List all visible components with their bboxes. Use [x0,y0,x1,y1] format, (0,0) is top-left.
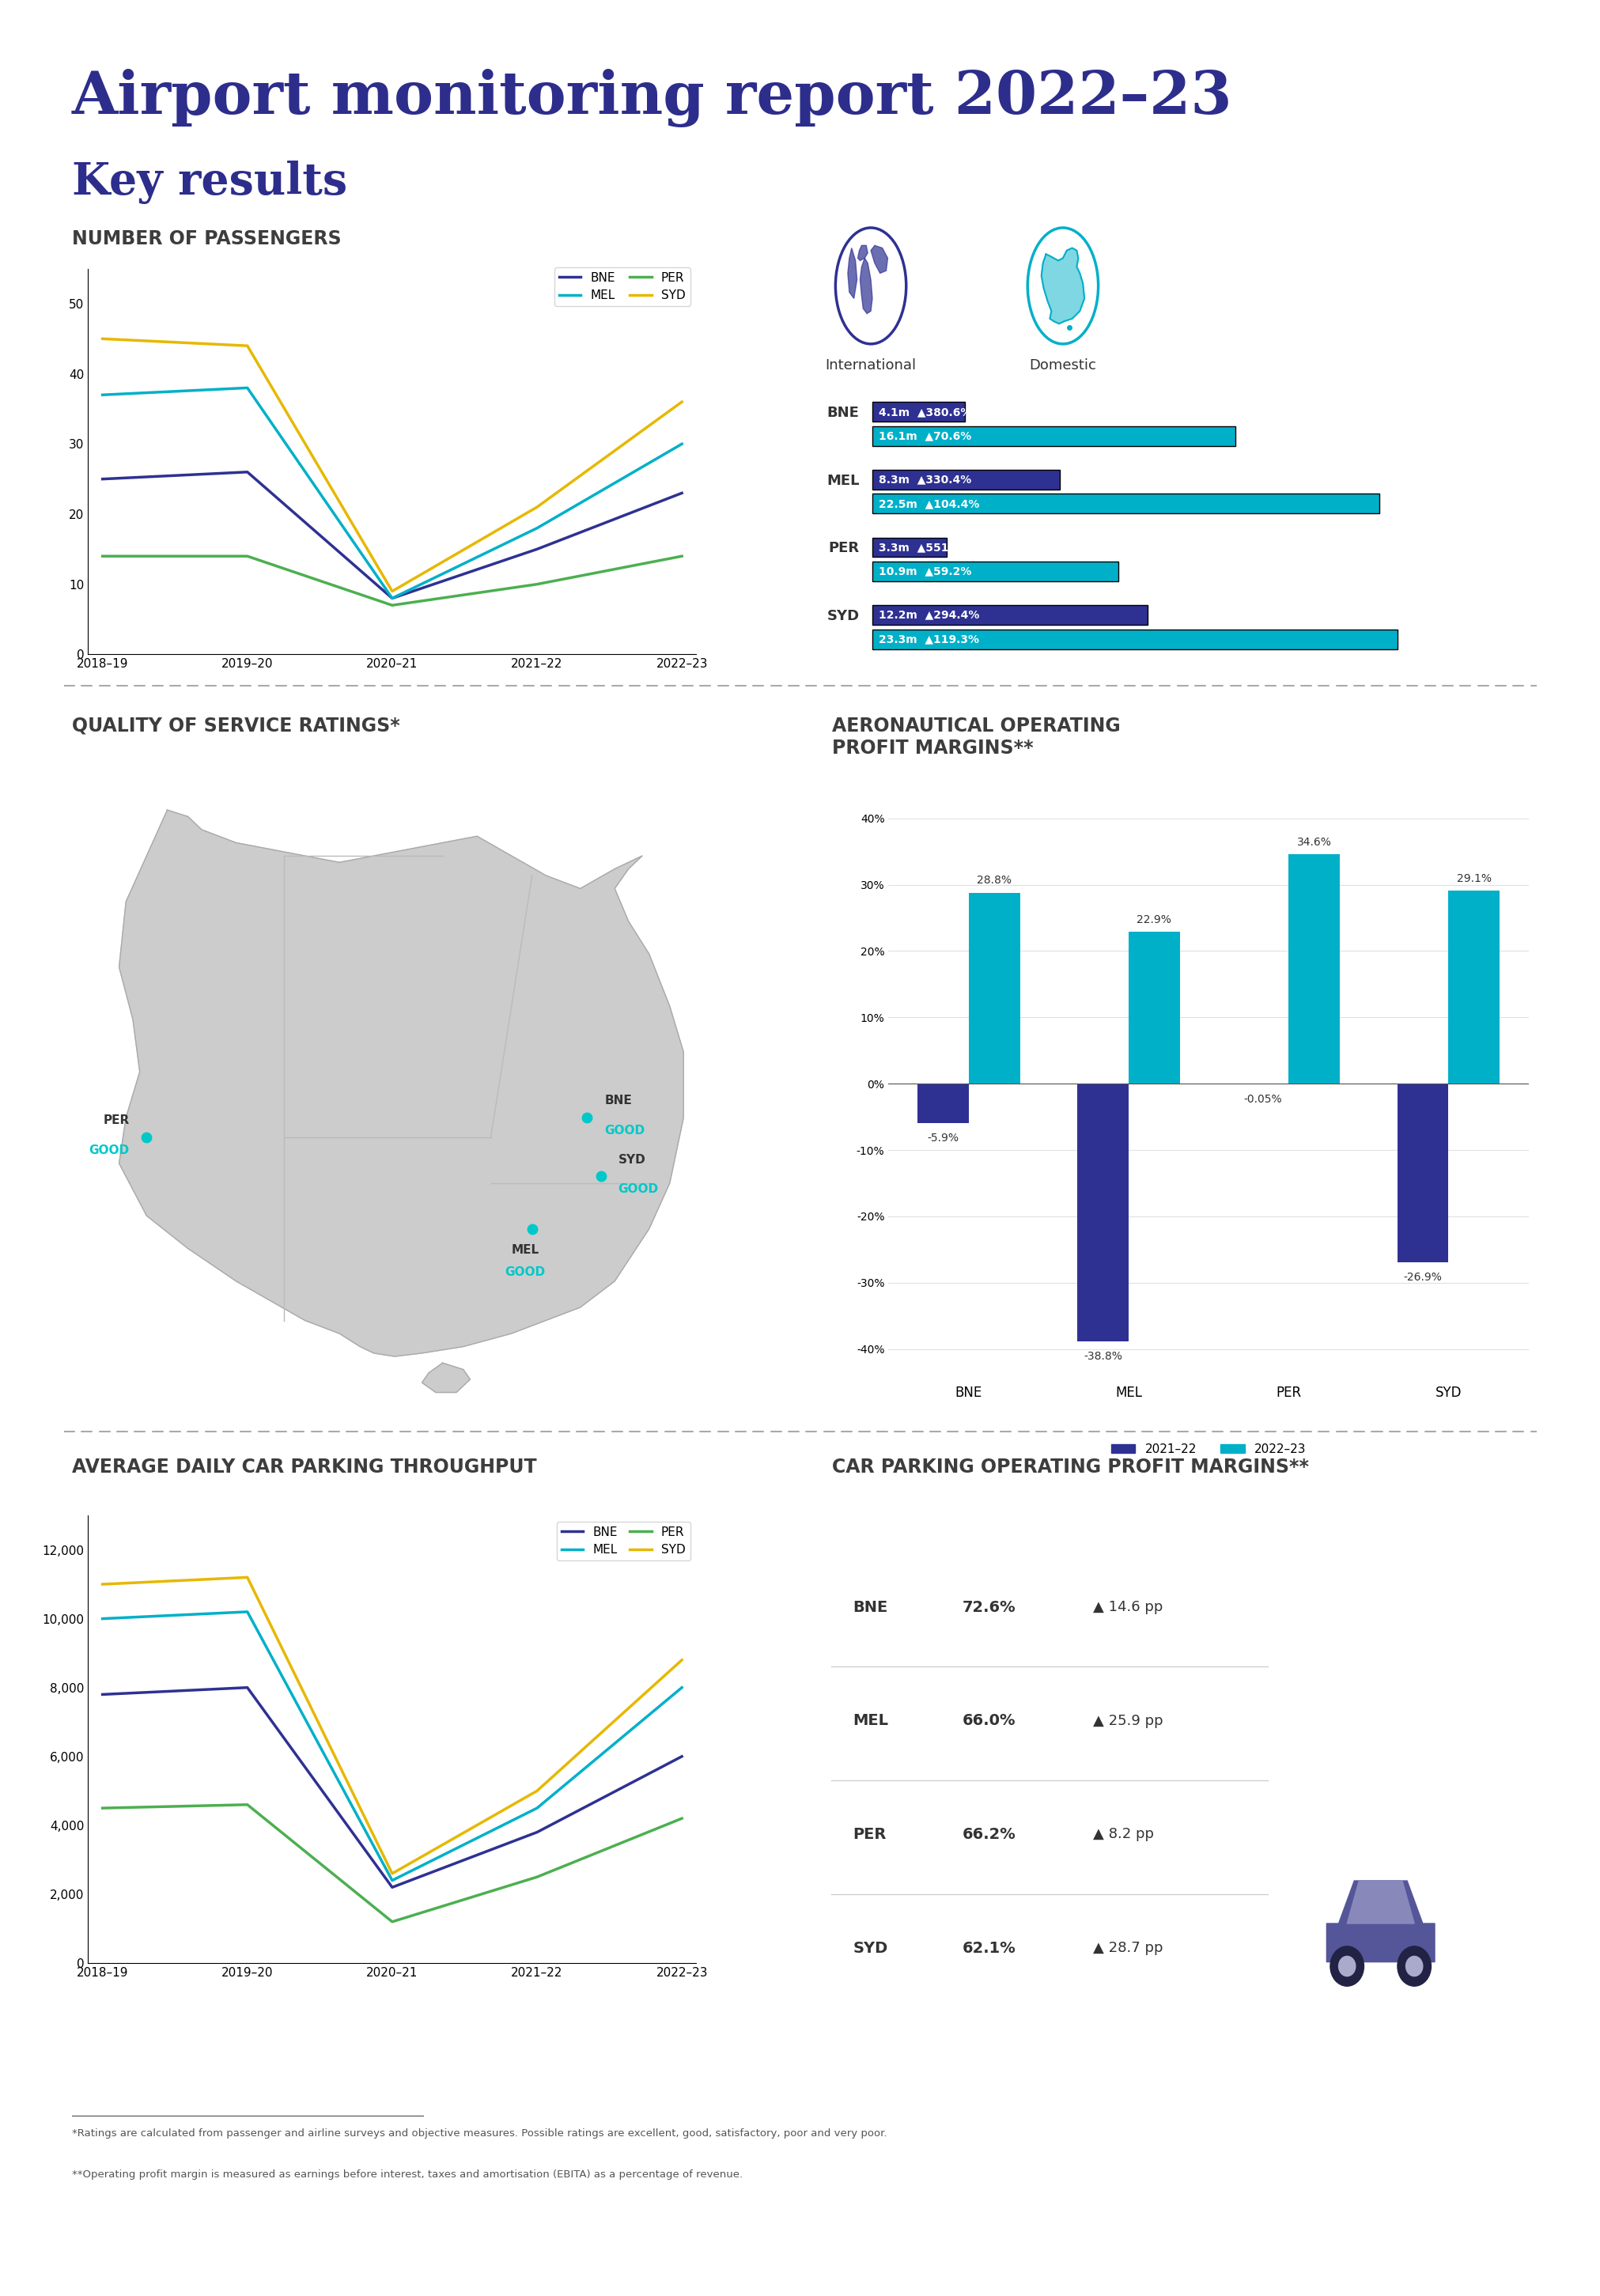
Text: 16.1m  ▲70.6%: 16.1m ▲70.6% [878,432,971,441]
Text: 29.1%: 29.1% [1456,872,1491,884]
Polygon shape [118,810,683,1357]
Text: Domestic: Domestic [1029,358,1096,372]
FancyBboxPatch shape [872,563,1117,581]
Text: 22.9%: 22.9% [1136,914,1171,925]
Text: BNE: BNE [853,1600,888,1614]
Text: BNE: BNE [605,1095,632,1107]
FancyBboxPatch shape [872,606,1147,625]
Text: MEL: MEL [826,473,859,487]
Circle shape [1397,1947,1430,1986]
Text: -5.9%: -5.9% [926,1132,958,1143]
Text: NUMBER OF PASSENGERS: NUMBER OF PASSENGERS [72,230,341,248]
Text: MEL: MEL [510,1244,539,1256]
Text: 4.1m  ▲380.6%: 4.1m ▲380.6% [878,406,971,418]
Bar [1077,1084,1128,1341]
Text: SYD: SYD [826,608,859,622]
FancyBboxPatch shape [872,402,965,422]
Text: AERONAUTICAL OPERATING
PROFIT MARGINS**: AERONAUTICAL OPERATING PROFIT MARGINS** [832,716,1120,758]
Text: Airport monitoring report 2022–23: Airport monitoring report 2022–23 [72,69,1232,126]
Text: MEL: MEL [853,1713,888,1729]
Text: GOOD: GOOD [90,1143,130,1155]
Bar [968,893,1019,1084]
Circle shape [1338,1956,1355,1977]
Bar [1448,891,1499,1084]
Text: ▲ 25.9 pp: ▲ 25.9 pp [1093,1713,1163,1729]
Text: CAR PARKING OPERATING PROFIT MARGINS**: CAR PARKING OPERATING PROFIT MARGINS** [832,1458,1309,1476]
Text: ▲ 14.6 pp: ▲ 14.6 pp [1093,1600,1163,1614]
Text: **Operating profit margin is measured as earnings before interest, taxes and amo: **Operating profit margin is measured as… [72,2170,742,2179]
Text: BNE: BNE [827,406,859,420]
Polygon shape [848,248,856,298]
Legend: BNE, MEL, PER, SYD: BNE, MEL, PER, SYD [557,1522,690,1561]
Text: 66.0%: 66.0% [962,1713,1014,1729]
Text: -26.9%: -26.9% [1403,1272,1442,1283]
Text: 34.6%: 34.6% [1296,836,1331,847]
Polygon shape [870,246,888,273]
Legend: BNE, MEL, PER, SYD: BNE, MEL, PER, SYD [554,266,690,305]
Bar [1288,854,1339,1084]
Text: *Ratings are calculated from passenger and airline surveys and objective measure: *Ratings are calculated from passenger a… [72,2128,886,2138]
Text: Key results: Key results [72,161,347,204]
Polygon shape [858,246,867,259]
Text: 3.3m  ▲551.8%: 3.3m ▲551.8% [878,542,971,553]
Text: 23.3m  ▲119.3%: 23.3m ▲119.3% [878,634,979,645]
Text: AVERAGE DAILY CAR PARKING THROUGHPUT: AVERAGE DAILY CAR PARKING THROUGHPUT [72,1458,536,1476]
Text: 22.5m  ▲104.4%: 22.5m ▲104.4% [878,498,979,510]
FancyBboxPatch shape [872,537,946,558]
Text: 28.8%: 28.8% [976,875,1011,886]
Text: -38.8%: -38.8% [1083,1350,1122,1362]
Text: SYD: SYD [853,1940,888,1956]
Circle shape [1330,1947,1363,1986]
Text: PER: PER [853,1828,886,1841]
FancyBboxPatch shape [872,471,1059,489]
Text: QUALITY OF SERVICE RATINGS*: QUALITY OF SERVICE RATINGS* [72,716,400,735]
Text: 66.2%: 66.2% [962,1828,1014,1841]
Legend: 2021–22, 2022–23: 2021–22, 2022–23 [1106,1437,1310,1460]
Text: 72.6%: 72.6% [962,1600,1014,1614]
Polygon shape [1042,248,1083,324]
Polygon shape [1326,1880,1434,1961]
Text: SYD: SYD [618,1155,645,1166]
Text: 62.1%: 62.1% [962,1940,1014,1956]
FancyBboxPatch shape [872,427,1235,445]
Text: 8.3m  ▲330.4%: 8.3m ▲330.4% [878,473,971,484]
Text: GOOD: GOOD [605,1125,645,1137]
Bar [1397,1084,1448,1263]
Bar [1128,932,1179,1084]
Text: 12.2m  ▲294.4%: 12.2m ▲294.4% [878,608,979,620]
Text: PER: PER [827,542,859,556]
Text: PER: PER [102,1114,130,1127]
FancyBboxPatch shape [872,629,1397,650]
Text: GOOD: GOOD [618,1182,658,1196]
Text: ▲ 28.7 pp: ▲ 28.7 pp [1093,1940,1163,1956]
Text: -0.05%: -0.05% [1243,1093,1282,1104]
Text: ▲ 8.2 pp: ▲ 8.2 pp [1093,1828,1154,1841]
Bar [917,1084,968,1123]
Text: GOOD: GOOD [504,1267,546,1279]
Text: 10.9m  ▲59.2%: 10.9m ▲59.2% [878,567,971,576]
FancyBboxPatch shape [872,494,1379,514]
Polygon shape [1347,1880,1414,1924]
Polygon shape [422,1364,470,1391]
Text: P: P [1354,1688,1406,1756]
Circle shape [1405,1956,1422,1977]
Text: International: International [826,358,915,372]
Polygon shape [859,257,872,315]
